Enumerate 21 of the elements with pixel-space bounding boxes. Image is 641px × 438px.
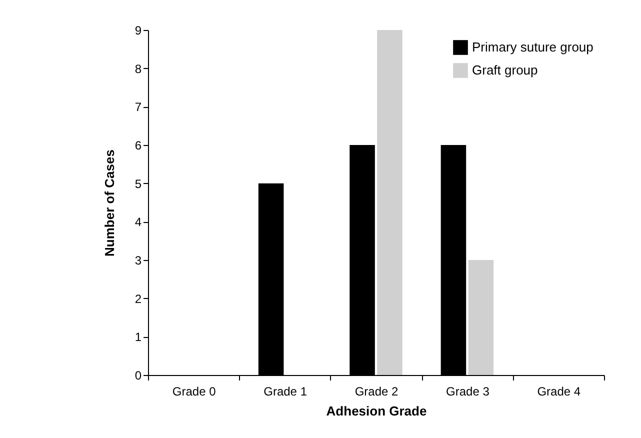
y-tick-label: 1 — [134, 330, 142, 344]
bar — [377, 30, 402, 375]
y-tick-label: 8 — [134, 62, 142, 76]
x-tick-label: Grade 3 — [446, 384, 490, 398]
x-tick-label: Grade 1 — [264, 384, 308, 398]
y-tick-label: 9 — [134, 24, 142, 38]
y-tick-label: 5 — [134, 176, 142, 191]
y-tick-label: 0 — [134, 368, 142, 382]
y-tick-label: 6 — [134, 138, 142, 152]
x-tick-label: Grade 0 — [172, 384, 216, 398]
x-axis-title: Adhesion Grade — [326, 404, 427, 418]
x-tick-label: Grade 4 — [537, 384, 581, 398]
bar — [468, 260, 494, 375]
legend-label: Primary suture group — [472, 40, 594, 54]
y-axis-title: Number of Cases — [102, 150, 117, 256]
legend-label: Graft group — [472, 62, 538, 78]
y-tick-label: 4 — [134, 215, 142, 230]
y-tick-label: 3 — [134, 254, 142, 268]
x-tick-label: Grade 2 — [354, 384, 399, 398]
y-tick-label: 7 — [134, 100, 142, 114]
y-tick-label: 2 — [134, 292, 142, 306]
